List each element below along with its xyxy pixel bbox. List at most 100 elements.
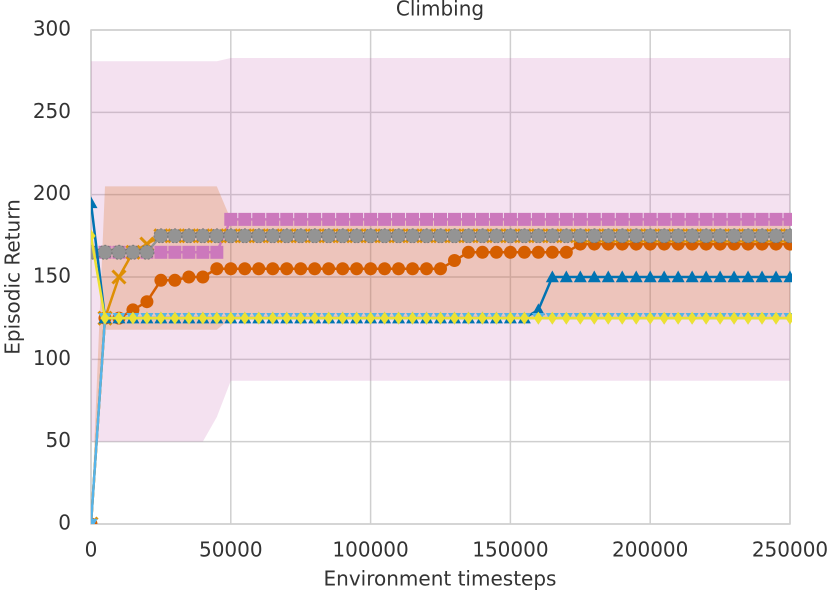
data-point	[519, 311, 529, 325]
data-point	[769, 212, 783, 226]
data-point	[572, 228, 588, 244]
data-point	[449, 311, 460, 325]
data-point	[671, 212, 685, 226]
data-point	[713, 270, 727, 283]
data-point	[111, 244, 127, 260]
data-point	[657, 212, 671, 226]
data-point	[128, 311, 138, 325]
data-point	[308, 262, 322, 276]
data-point	[475, 245, 489, 259]
data-point	[561, 311, 571, 325]
data-point	[575, 311, 585, 325]
data-point	[336, 262, 350, 276]
data-point	[280, 212, 294, 226]
data-point	[740, 228, 756, 244]
data-point	[642, 228, 658, 244]
data-point	[657, 270, 671, 283]
data-point	[505, 311, 515, 325]
data-point	[377, 228, 393, 244]
data-point	[280, 262, 294, 276]
confidence-band	[91, 57, 790, 442]
data-point	[461, 212, 475, 226]
data-point	[350, 262, 364, 276]
data-point	[198, 311, 208, 325]
data-point	[460, 228, 476, 244]
data-point	[475, 212, 489, 226]
x-tick-label: 150000	[472, 538, 548, 562]
chart-title: Climbing	[396, 0, 484, 21]
data-point	[477, 311, 487, 325]
x-tick-label: 200000	[612, 538, 688, 562]
data-point	[547, 311, 557, 325]
data-point	[489, 212, 503, 226]
data-point	[434, 212, 447, 226]
data-point	[111, 269, 127, 285]
data-point	[209, 228, 225, 244]
data-point	[391, 228, 407, 244]
data-point	[336, 212, 350, 226]
data-point	[474, 228, 490, 244]
data-point	[687, 311, 697, 325]
data-point	[265, 228, 281, 244]
data-point	[254, 311, 264, 325]
data-point	[573, 270, 587, 283]
data-point	[435, 311, 446, 325]
data-point	[296, 311, 306, 325]
data-point	[517, 212, 531, 226]
plot-layer	[91, 57, 792, 524]
data-point	[573, 212, 587, 226]
data-point	[699, 212, 713, 226]
data-point	[322, 212, 336, 226]
data-point	[628, 228, 644, 244]
data-point	[363, 228, 379, 244]
data-point	[785, 311, 792, 325]
y-tick-label: 250	[33, 99, 71, 123]
data-point	[503, 245, 517, 259]
data-point	[531, 212, 545, 226]
data-point	[503, 212, 517, 226]
data-point	[631, 311, 641, 325]
data-point	[352, 311, 362, 325]
data-point	[659, 311, 669, 325]
data-point	[91, 518, 98, 524]
data-point	[741, 270, 755, 283]
data-point	[447, 212, 461, 226]
data-point	[279, 228, 295, 244]
data-point	[237, 228, 253, 244]
data-point	[364, 262, 378, 276]
data-point	[489, 245, 503, 259]
data-point	[673, 311, 683, 325]
data-point	[783, 270, 792, 283]
data-point	[587, 212, 601, 226]
data-point	[783, 212, 792, 226]
data-point	[224, 212, 238, 226]
data-point	[140, 295, 154, 309]
data-point	[589, 311, 599, 325]
data-point	[252, 212, 266, 226]
data-point	[420, 212, 434, 226]
data-point	[142, 311, 152, 325]
data-point	[614, 228, 630, 244]
data-point	[405, 228, 421, 244]
data-point	[656, 228, 672, 244]
data-point	[433, 228, 448, 244]
data-point	[322, 262, 336, 276]
data-point	[210, 262, 224, 276]
data-point	[223, 228, 239, 244]
data-point	[419, 228, 435, 244]
data-point	[603, 311, 613, 325]
data-point	[713, 212, 727, 226]
data-point	[685, 270, 699, 283]
data-point	[167, 228, 183, 244]
data-point	[600, 228, 616, 244]
data-point	[545, 212, 559, 226]
data-point	[446, 228, 462, 244]
data-point	[154, 273, 168, 287]
data-point	[434, 262, 447, 276]
data-point	[461, 245, 475, 259]
data-point	[154, 245, 168, 259]
data-point	[530, 228, 546, 244]
data-point	[601, 212, 615, 226]
data-point	[195, 228, 211, 244]
